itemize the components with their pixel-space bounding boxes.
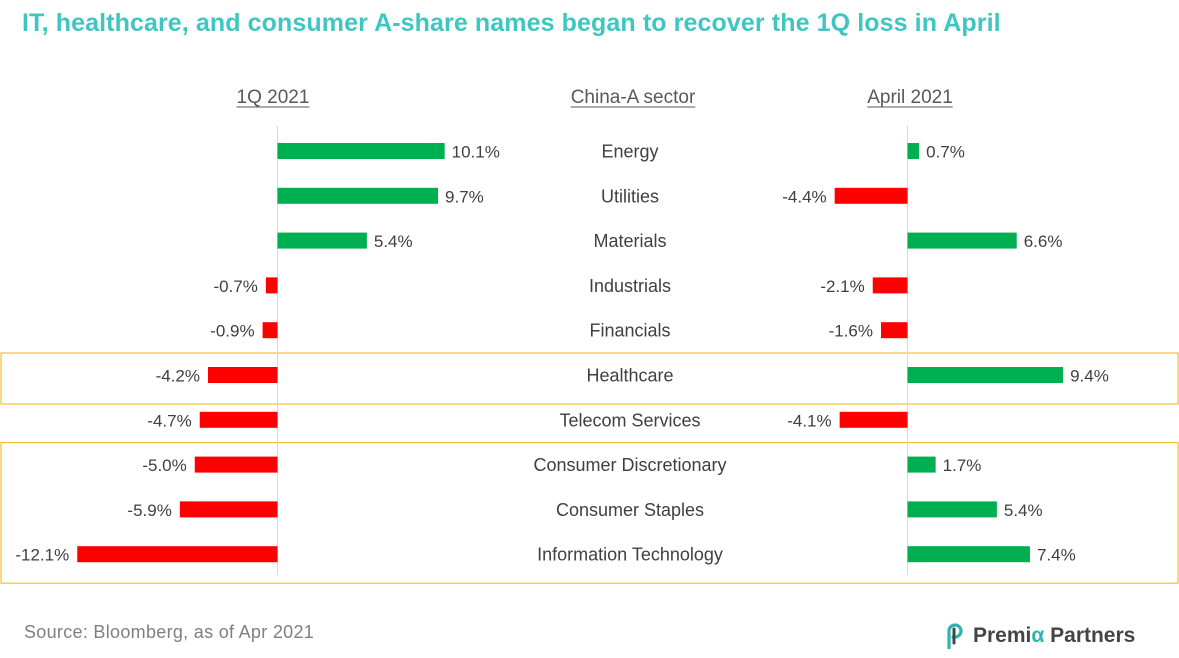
bar-april-energy — [907, 143, 920, 159]
bar-1q-utilities — [277, 187, 439, 204]
header-china-a-sector: China-A sector — [571, 87, 696, 108]
bar-april-materials — [907, 232, 1017, 249]
data-label-april-information-technology: 7.4% — [1037, 546, 1076, 565]
bar-1q-financials — [262, 322, 278, 339]
premia-p-logo-icon — [947, 623, 963, 649]
data-label-april-materials: 6.6% — [1024, 232, 1063, 251]
logo-text-2: Partners — [1044, 624, 1136, 647]
category-label-information-technology: Information Technology — [537, 545, 723, 565]
chart-title: IT, healthcare, and consumer A-share nam… — [22, 9, 1001, 37]
bar-1q-telecom-services — [199, 411, 278, 428]
category-label-consumer-discretionary: Consumer Discretionary — [533, 455, 726, 475]
data-label-1q-healthcare: -4.2% — [156, 367, 200, 386]
data-label-1q-energy: 10.1% — [452, 143, 500, 162]
logo-text-1: Premi — [973, 624, 1032, 647]
header-1q-2021: 1Q 2021 — [237, 87, 310, 108]
category-label-energy: Energy — [601, 142, 658, 162]
bar-1q-consumer-staples — [179, 501, 278, 518]
data-label-1q-industrials: -0.7% — [213, 277, 257, 296]
bar-april-consumer-staples — [907, 501, 997, 518]
data-label-april-energy: 0.7% — [926, 143, 965, 162]
highlight-box-0 — [0, 352, 1179, 405]
bar-1q-healthcare — [207, 367, 278, 383]
category-label-consumer-staples: Consumer Staples — [556, 500, 704, 520]
bar-april-telecom-services — [839, 411, 908, 428]
logo-wordmark: Premiα Partners — [973, 624, 1135, 648]
bar-1q-materials — [277, 232, 367, 249]
data-label-1q-information-technology: -12.1% — [15, 546, 69, 565]
data-label-april-industrials: -2.1% — [820, 277, 864, 296]
category-label-materials: Materials — [593, 231, 666, 251]
data-label-april-utilities: -4.4% — [782, 187, 826, 206]
bar-april-consumer-discretionary — [907, 456, 936, 473]
bar-1q-energy — [277, 143, 445, 159]
bar-april-financials — [881, 322, 908, 339]
bar-april-information-technology — [907, 546, 1030, 563]
bar-1q-information-technology — [77, 546, 278, 563]
bar-april-utilities — [834, 187, 908, 204]
highlight-box-1 — [0, 442, 1179, 584]
data-label-april-healthcare: 9.4% — [1070, 367, 1109, 386]
category-label-industrials: Industrials — [589, 276, 671, 296]
logo-alpha: α — [1031, 624, 1045, 647]
data-label-1q-consumer-discretionary: -5.0% — [142, 456, 186, 475]
data-label-1q-consumer-staples: -5.9% — [127, 501, 171, 520]
bar-1q-industrials — [265, 277, 278, 294]
data-label-april-consumer-staples: 5.4% — [1004, 501, 1043, 520]
data-label-1q-financials: -0.9% — [210, 322, 254, 341]
data-label-april-telecom-services: -4.1% — [787, 411, 831, 430]
bar-april-healthcare — [907, 367, 1064, 383]
bar-april-industrials — [872, 277, 908, 294]
category-label-utilities: Utilities — [601, 186, 659, 206]
data-label-april-consumer-discretionary: 1.7% — [943, 456, 982, 475]
data-label-1q-utilities: 9.7% — [445, 187, 484, 206]
data-label-1q-telecom-services: -4.7% — [147, 411, 191, 430]
data-label-april-financials: -1.6% — [829, 322, 873, 341]
header-april-2021: April 2021 — [867, 87, 953, 108]
category-label-financials: Financials — [589, 321, 670, 341]
premia-partners-logo: Premiα Partners — [945, 622, 1135, 650]
data-label-1q-materials: 5.4% — [374, 232, 413, 251]
bar-1q-consumer-discretionary — [194, 456, 278, 473]
category-label-healthcare: Healthcare — [586, 366, 673, 386]
source-note: Source: Bloomberg, as of Apr 2021 — [24, 622, 315, 642]
category-label-telecom-services: Telecom Services — [559, 410, 700, 430]
